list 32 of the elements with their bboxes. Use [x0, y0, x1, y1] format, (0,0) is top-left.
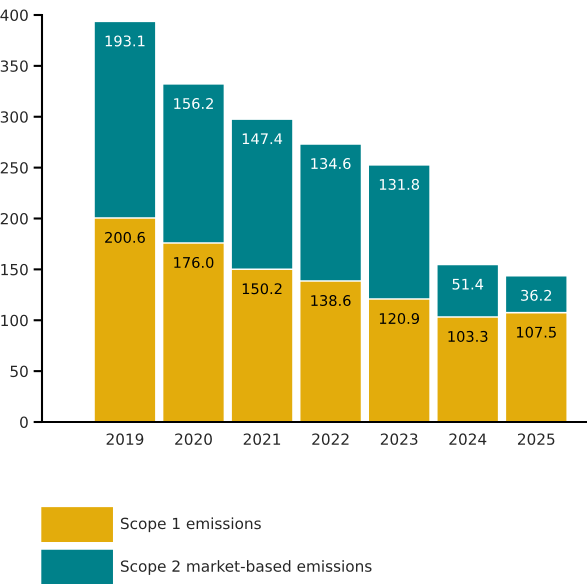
x-tick-label: 2019 [106, 433, 144, 445]
y-tick-label: 400 [0, 9, 28, 22]
legend-label: Scope 1 emissions [120, 517, 261, 532]
data-label: 156.2 [174, 98, 213, 110]
y-tick-label: 150 [1, 264, 28, 276]
x-tick-label: 2021 [244, 433, 280, 445]
data-label: 138.6 [311, 295, 351, 306]
x-tick-label: 2020 [175, 433, 212, 445]
y-tick-label: 250 [0, 162, 28, 174]
data-label: 150.2 [242, 283, 282, 294]
x-tick-label: 2022 [312, 433, 349, 445]
x-tick-label: 2024 [449, 433, 486, 445]
y-tick-label: 300 [0, 111, 28, 123]
x-tick-label: 2025 [518, 433, 554, 445]
data-label: 131.8 [380, 178, 420, 190]
data-label: 147.4 [242, 133, 282, 144]
data-label: 120.9 [380, 313, 420, 324]
data-label: 134.6 [311, 158, 351, 170]
y-tick-label: 100 [1, 314, 28, 326]
y-tick-label: 200 [0, 212, 28, 225]
y-tick-label: 350 [0, 60, 28, 72]
legend-label: Scope 2 market-based emissions [120, 560, 372, 575]
data-label: 51.4 [452, 278, 484, 290]
data-label: 36.2 [521, 290, 552, 301]
y-tick-label: 50 [10, 366, 28, 378]
data-label: 193.1 [106, 35, 144, 46]
data-label: 103.3 [448, 330, 488, 342]
data-label: 200.6 [105, 232, 145, 243]
x-tick-label: 2023 [380, 433, 418, 445]
data-label: 176.0 [174, 256, 214, 268]
y-tick-label: 0 [20, 416, 28, 428]
data-label: 107.5 [517, 326, 556, 338]
